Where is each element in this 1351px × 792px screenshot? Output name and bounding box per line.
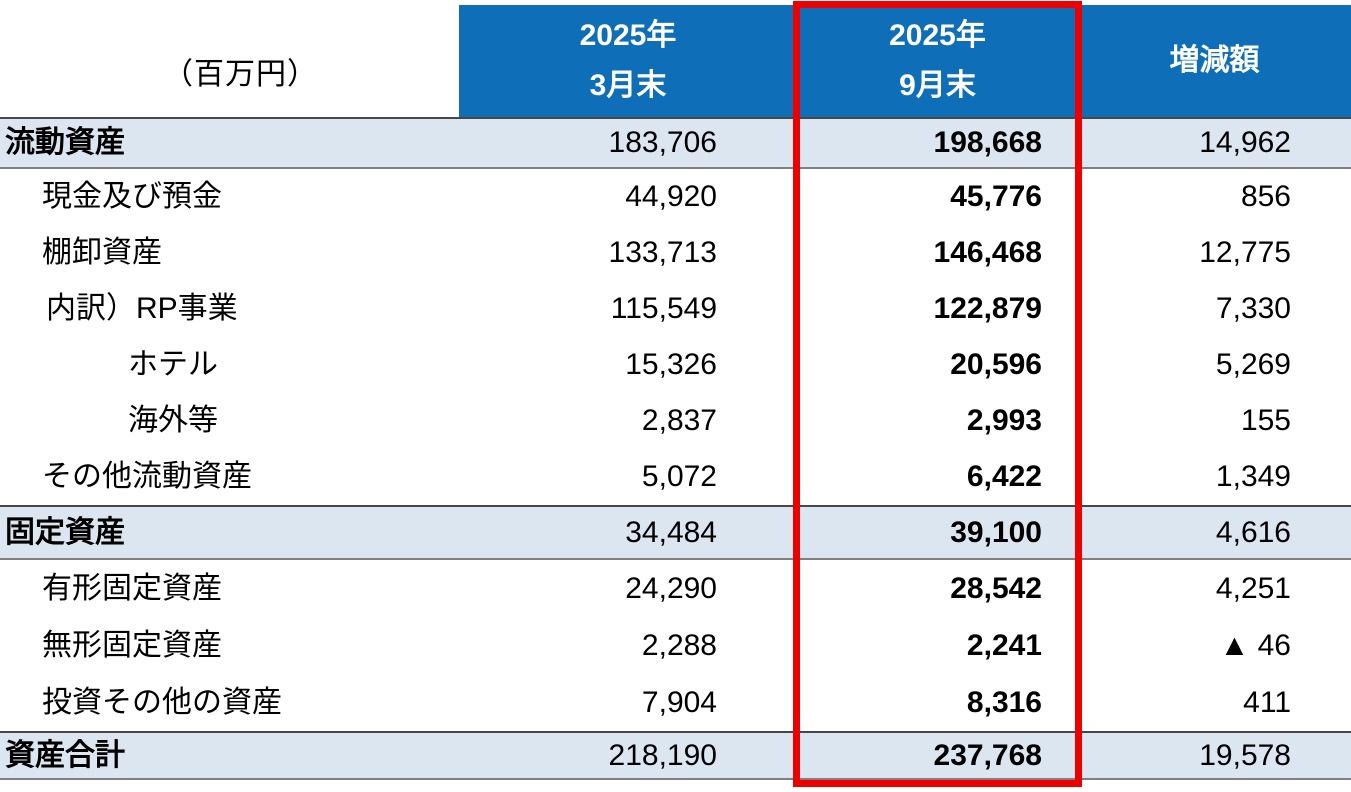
value-change: 7,330 [1215, 292, 1291, 325]
row-label: 現金及び預金 [42, 180, 222, 213]
col-header-march-year: 2025年 [579, 19, 677, 52]
value-change: 14,962 [1199, 126, 1291, 159]
value-september: 237,768 [933, 738, 1042, 772]
unit-label: （百万円） [163, 58, 318, 91]
value-march: 133,713 [608, 236, 717, 269]
row-label: その他流動資産 [42, 460, 252, 493]
value-september: 8,316 [966, 685, 1042, 719]
row-label: 棚卸資産 [42, 236, 162, 269]
value-change: ▲ 46 [1219, 628, 1291, 662]
value-change: 1,349 [1215, 460, 1291, 493]
row-label: 資産合計 [5, 738, 125, 772]
unit-header-cell: （百万円） [0, 0, 459, 117]
value-september: 39,100 [950, 515, 1042, 549]
row-label: ホテル [128, 348, 218, 381]
value-september: 6,422 [966, 460, 1042, 493]
value-march: 24,290 [625, 571, 717, 605]
table-row-hotel: ホテル 15,326 20,596 5,269 [0, 337, 1351, 393]
value-march: 2,288 [641, 628, 717, 662]
value-march: 44,920 [625, 180, 717, 213]
value-march: 5,072 [641, 460, 717, 493]
value-change: 5,269 [1215, 348, 1291, 381]
table-row-breakdown-rp-business: 内訳）RP事業 115,549 122,879 7,330 [0, 281, 1351, 337]
table-row-other-current-assets: その他流動資産 5,072 6,422 1,349 [0, 449, 1351, 505]
value-march: 15,326 [625, 348, 717, 381]
table-row-tangible-fixed-assets: 有形固定資産 24,290 28,542 4,251 [0, 560, 1351, 617]
value-change: 155 [1240, 404, 1291, 437]
value-september: 45,776 [950, 180, 1042, 213]
value-september: 122,879 [933, 292, 1042, 325]
col-header-september: 2025年 9月末 [797, 5, 1078, 117]
value-change: 12,775 [1199, 236, 1291, 269]
table-row-overseas: 海外等 2,837 2,993 155 [0, 393, 1351, 449]
col-header-march: 2025年 3月末 [459, 5, 797, 117]
value-change: 4,251 [1215, 571, 1291, 605]
value-march: 218,190 [608, 738, 717, 772]
value-march: 7,904 [641, 685, 717, 719]
col-header-september-month: 9月末 [899, 69, 976, 102]
value-september: 20,596 [950, 348, 1042, 381]
value-september: 28,542 [950, 571, 1042, 605]
row-label: 内訳）RP事業 [46, 292, 238, 325]
row-label: 海外等 [128, 404, 218, 437]
row-label: 流動資産 [5, 126, 125, 159]
value-september: 198,668 [933, 126, 1042, 159]
row-label: 固定資産 [5, 515, 125, 549]
value-change: 856 [1240, 180, 1291, 213]
value-change: 4,616 [1215, 515, 1291, 549]
table-row-intangible-fixed-assets: 無形固定資産 2,288 2,241 ▲ 46 [0, 617, 1351, 674]
col-header-change-label: 増減額 [1169, 44, 1260, 77]
row-label: 有形固定資産 [42, 571, 222, 605]
value-september: 2,993 [966, 404, 1042, 437]
table-row-total-assets: 資産合計 218,190 237,768 19,578 [0, 731, 1351, 780]
table-row-investments-other-assets: 投資その他の資産 7,904 8,316 411 [0, 674, 1351, 731]
value-september: 2,241 [966, 628, 1042, 662]
row-label: 投資その他の資産 [42, 685, 282, 719]
table-header-row: （百万円） 2025年 3月末 2025年 9月末 増減額 [0, 0, 1351, 117]
value-march: 183,706 [608, 126, 717, 159]
col-header-march-month: 3月末 [589, 69, 667, 102]
value-september: 146,468 [933, 236, 1042, 269]
table-row-cash-deposits: 現金及び預金 44,920 45,776 856 [0, 169, 1351, 225]
value-change: 411 [1243, 685, 1291, 719]
table-row-current-assets: 流動資産 183,706 198,668 14,962 [0, 117, 1351, 169]
col-header-change: 増減額 [1078, 5, 1351, 117]
value-march: 2,837 [641, 404, 717, 437]
value-change: 19,578 [1199, 738, 1291, 772]
table-row-inventories: 棚卸資産 133,713 146,468 12,775 [0, 225, 1351, 281]
col-header-september-year: 2025年 [889, 19, 986, 52]
table-row-fixed-assets: 固定資産 34,484 39,100 4,616 [0, 505, 1351, 560]
value-march: 34,484 [625, 515, 717, 549]
value-march: 115,549 [610, 292, 717, 325]
row-label: 無形固定資産 [42, 628, 222, 662]
